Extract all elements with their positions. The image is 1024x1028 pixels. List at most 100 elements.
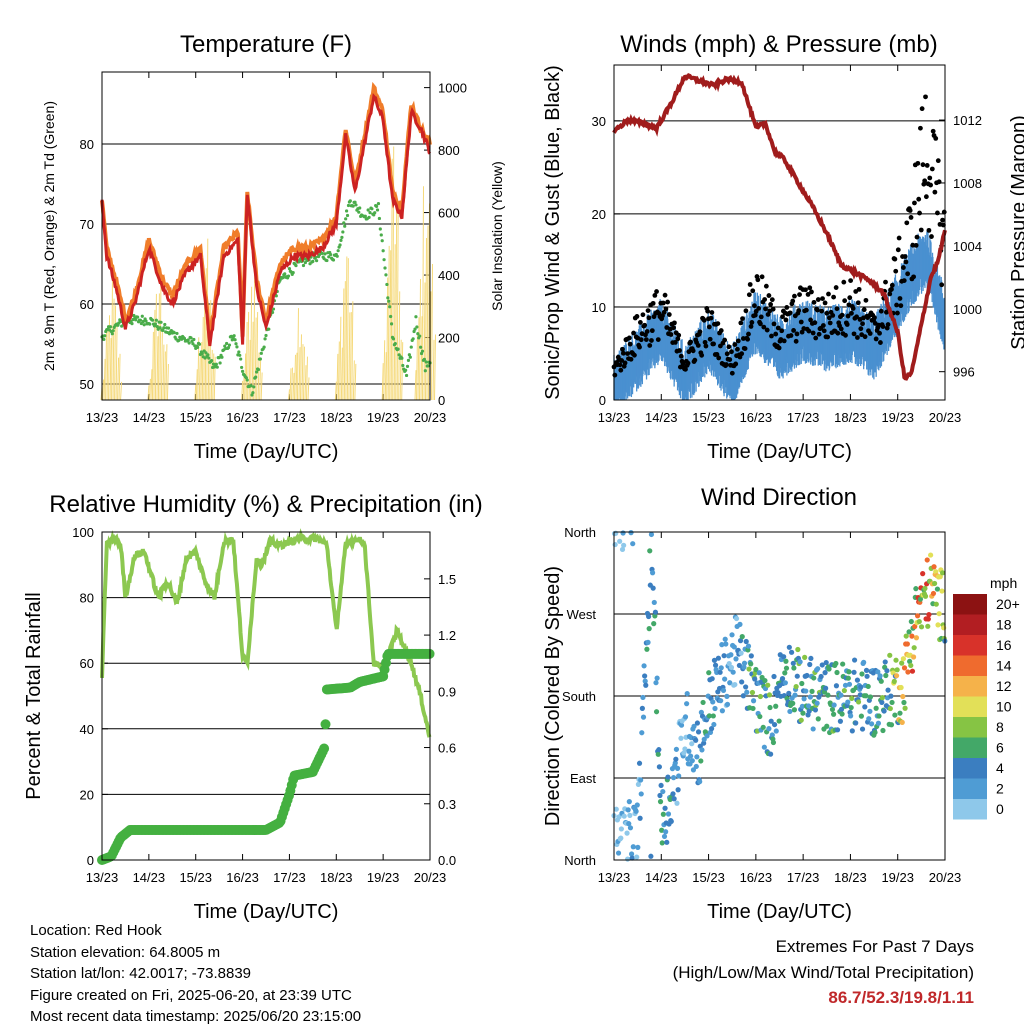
direction-point <box>859 671 865 677</box>
gust-point <box>619 358 625 363</box>
y2-tick-label: 996 <box>953 365 975 380</box>
direction-point <box>675 787 681 793</box>
gust-point <box>764 327 770 333</box>
dewpoint-point <box>238 353 242 357</box>
solar-spike <box>423 282 426 401</box>
direction-point <box>883 672 889 679</box>
solar-spike <box>430 264 433 401</box>
direction-point <box>717 669 723 675</box>
gust-point <box>746 331 751 337</box>
dewpoint-point <box>323 252 327 256</box>
gust-point <box>873 336 879 342</box>
gust-point <box>755 277 761 283</box>
gust-point <box>812 320 818 326</box>
x-tick-label: 20/23 <box>929 410 962 425</box>
gust-point <box>738 320 744 326</box>
gust-point <box>907 208 913 213</box>
direction-point <box>913 635 920 641</box>
dewpoint-point <box>414 315 418 319</box>
direction-point <box>867 694 874 700</box>
direction-point <box>638 777 644 783</box>
dewpoint-series <box>100 199 432 397</box>
x-tick-label: 20/23 <box>414 410 447 425</box>
solar-spike <box>395 194 398 401</box>
direction-point <box>806 703 812 709</box>
x-tick-label: 16/23 <box>740 870 773 885</box>
direction-point <box>804 672 810 679</box>
direction-point <box>794 673 800 679</box>
direction-point <box>936 611 942 617</box>
y2-tick-label: 0.6 <box>438 741 456 756</box>
precip-point <box>320 719 331 730</box>
y-tick-label: 80 <box>80 591 94 606</box>
solar-spike <box>150 369 153 401</box>
legend-label: 6 <box>996 740 1004 756</box>
solar-spike <box>399 339 402 401</box>
gust-point <box>763 283 769 289</box>
direction-point <box>711 721 717 728</box>
solar-spike <box>298 347 301 401</box>
direction-point <box>673 746 680 752</box>
y2-tick-label: 1008 <box>953 176 982 191</box>
direction-point <box>797 659 803 665</box>
direction-point <box>924 557 930 563</box>
gust-point <box>703 343 709 349</box>
x-axis-label: Time (Day/UTC) <box>707 901 852 923</box>
solar-spike <box>337 341 340 401</box>
timestamp-text: Most recent data timestamp: 2025/06/20 2… <box>30 1008 362 1025</box>
gust-point <box>820 323 826 328</box>
direction-point <box>689 758 695 764</box>
gust-series <box>611 94 947 378</box>
direction-point <box>803 688 809 694</box>
dewpoint-point <box>413 327 417 331</box>
gust-point <box>672 320 677 326</box>
y2-tick-label: 1.5 <box>438 572 456 587</box>
direction-point <box>801 696 807 702</box>
gust-point <box>649 338 654 343</box>
dewpoint-point <box>342 221 346 225</box>
solar-spike <box>296 308 299 401</box>
direction-point <box>931 564 937 570</box>
dewpoint-point <box>419 345 423 349</box>
direction-point <box>912 623 918 630</box>
dewpoint-point <box>175 331 179 336</box>
solar-spike <box>302 346 305 401</box>
gust-point <box>805 292 811 297</box>
solar-spike <box>156 336 159 401</box>
y2-axis-label: Solar Insolation (Yellow) <box>489 161 505 311</box>
direction-point <box>864 673 870 679</box>
solar-spike <box>433 334 436 401</box>
gust-point <box>798 319 804 325</box>
legend-label: 10 <box>996 699 1012 715</box>
direction-point <box>701 740 707 746</box>
gust-point <box>650 300 656 306</box>
y2-tick-label: 600 <box>438 206 460 221</box>
direction-point <box>654 675 660 681</box>
direction-point <box>766 726 772 732</box>
solar-spike <box>154 293 157 401</box>
x-tick-label: 17/23 <box>787 870 820 885</box>
gust-point <box>671 325 676 331</box>
direction-point <box>775 690 781 696</box>
extremes-value: 86.7/52.3/19.8/1.11 <box>828 988 974 1007</box>
gust-point <box>768 301 774 307</box>
station-info: Location: Red Hook Station elevation: 64… <box>30 920 361 1028</box>
direction-point <box>659 827 665 833</box>
direction-point <box>928 552 934 558</box>
dewpoint-point <box>263 337 267 341</box>
dewpoint-point <box>108 325 113 329</box>
gust-point <box>816 331 822 337</box>
solar-spike <box>105 329 108 401</box>
legend-swatch <box>953 758 987 779</box>
y-tick-label: 0 <box>87 853 94 868</box>
direction-point <box>710 713 716 719</box>
direction-point <box>900 693 906 700</box>
gust-point <box>807 285 813 291</box>
panel-title: Temperature (F) <box>180 31 352 58</box>
direction-point <box>708 726 715 732</box>
direction-point <box>842 682 849 688</box>
direction-point <box>840 661 846 667</box>
direction-point <box>795 646 801 653</box>
direction-point <box>911 645 917 651</box>
direction-point <box>783 665 790 671</box>
